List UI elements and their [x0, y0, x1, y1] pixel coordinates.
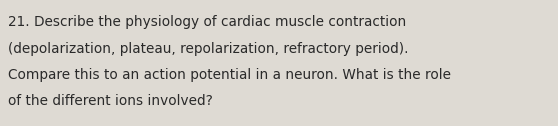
- Text: (depolarization, plateau, repolarization, refractory period).: (depolarization, plateau, repolarization…: [8, 42, 409, 56]
- Text: 21. Describe the physiology of cardiac muscle contraction: 21. Describe the physiology of cardiac m…: [8, 15, 407, 29]
- Text: Compare this to an action potential in a neuron. What is the role: Compare this to an action potential in a…: [8, 68, 451, 82]
- Text: of the different ions involved?: of the different ions involved?: [8, 94, 213, 108]
